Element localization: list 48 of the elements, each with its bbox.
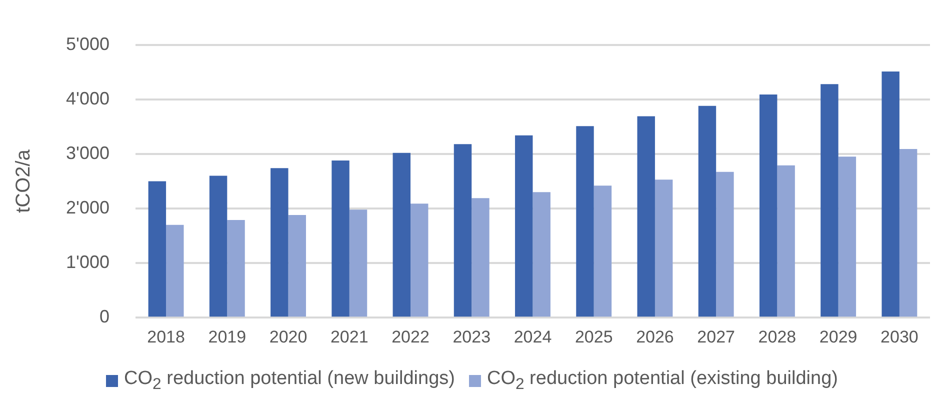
legend-label: CO$_{2}$ reduction potential (new buildings) bbox=[124, 368, 455, 394]
bar bbox=[777, 165, 795, 317]
bar bbox=[594, 186, 612, 317]
y-tick-label: 2'000 bbox=[66, 197, 110, 218]
y-axis-title: tCO2/a bbox=[12, 148, 35, 213]
bar bbox=[882, 72, 900, 317]
x-tick-label: 2030 bbox=[880, 327, 918, 346]
bar bbox=[759, 94, 778, 317]
x-tick-label: 2019 bbox=[208, 327, 246, 346]
bar bbox=[349, 210, 368, 317]
bar bbox=[820, 84, 838, 317]
bar bbox=[637, 116, 655, 317]
bar bbox=[148, 181, 166, 317]
x-tick-label: 2021 bbox=[330, 327, 368, 346]
legend-label: CO$_{2}$ reduction potential (existing building) bbox=[486, 368, 838, 394]
x-tick-label: 2022 bbox=[392, 327, 430, 346]
x-tick-label: 2020 bbox=[269, 327, 308, 346]
x-tick-label: 2025 bbox=[574, 327, 613, 346]
bar bbox=[472, 198, 490, 317]
bar bbox=[332, 160, 350, 317]
y-tick-label: 0 bbox=[99, 306, 110, 327]
bar bbox=[698, 106, 716, 317]
x-tick-label: 2029 bbox=[819, 327, 858, 346]
y-tick-label: 5'000 bbox=[66, 34, 110, 54]
bar bbox=[227, 220, 245, 317]
y-tick-label: 3'000 bbox=[66, 142, 110, 163]
bar bbox=[576, 126, 594, 317]
bar bbox=[166, 224, 184, 317]
x-tick-label: 2027 bbox=[697, 327, 736, 346]
bar bbox=[288, 215, 306, 317]
bar bbox=[454, 144, 472, 317]
bar bbox=[410, 204, 428, 317]
y-tick-label: 4'000 bbox=[66, 88, 110, 108]
bar bbox=[838, 156, 856, 317]
x-tick-label: 2023 bbox=[452, 327, 491, 346]
bar bbox=[515, 135, 533, 317]
x-tick-label: 2024 bbox=[514, 327, 552, 346]
x-tick-label: 2028 bbox=[758, 327, 796, 346]
y-tick-label: 1'000 bbox=[66, 252, 110, 272]
x-tick-label: 2026 bbox=[636, 327, 674, 346]
bar bbox=[899, 149, 918, 317]
bar bbox=[392, 152, 411, 317]
bar bbox=[209, 176, 228, 317]
bar bbox=[270, 168, 288, 317]
bar bbox=[532, 192, 550, 317]
bar bbox=[716, 172, 734, 317]
x-tick-label: 2018 bbox=[147, 327, 185, 346]
bar bbox=[654, 180, 673, 317]
